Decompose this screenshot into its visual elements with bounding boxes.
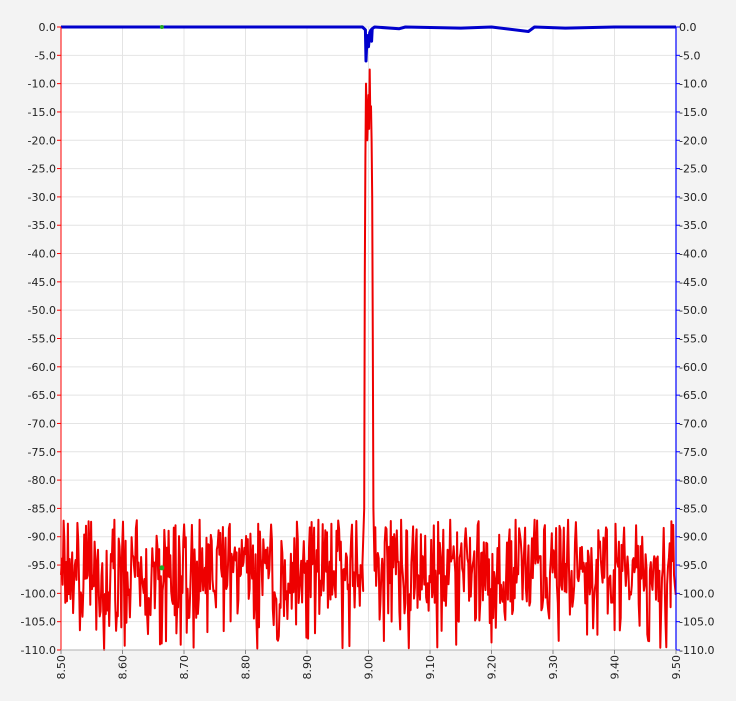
left-tick-label: -55.0	[28, 333, 56, 346]
x-tick-label: 9.10	[424, 655, 437, 680]
left-tick-label: -10.0	[28, 78, 56, 91]
left-tick-label: -95.0	[28, 559, 56, 572]
x-tick-label: 9.50	[670, 655, 683, 680]
right-tick-label: -80.0	[679, 474, 707, 487]
right-tick-label: -35.0	[679, 219, 707, 232]
right-tick-label: -15.0	[679, 106, 707, 119]
left-tick-label: -60.0	[28, 361, 56, 374]
left-tick-label: -70.0	[28, 417, 56, 430]
left-tick-label: 0.0	[39, 21, 57, 34]
right-tick-label: -55.0	[679, 333, 707, 346]
left-tick-label: -80.0	[28, 474, 56, 487]
x-tick-label: 8.70	[178, 655, 191, 680]
right-tick-label: -50.0	[679, 304, 707, 317]
data-marker	[159, 565, 165, 571]
left-tick-label: -110.0	[21, 644, 56, 657]
left-tick-label: -30.0	[28, 191, 56, 204]
right-tick-label: -10.0	[679, 78, 707, 91]
left-tick-label: -15.0	[28, 106, 56, 119]
left-tick-label: -20.0	[28, 134, 56, 147]
left-tick-label: -40.0	[28, 248, 56, 261]
right-tick-label: -70.0	[679, 417, 707, 430]
right-tick-label: -105.0	[679, 616, 714, 629]
left-tick-label: -85.0	[28, 502, 56, 515]
x-tick-label: 8.50	[55, 655, 68, 680]
right-tick-label: -40.0	[679, 248, 707, 261]
right-tick-label: -65.0	[679, 389, 707, 402]
right-tick-label: 0.0	[679, 21, 697, 34]
right-tick-label: -20.0	[679, 134, 707, 147]
data-marker-top	[159, 25, 164, 29]
left-tick-label: -75.0	[28, 446, 56, 459]
tick-labels: 0.0 -5.0 -10.0 -15.0 -20.0 -25.0 -30.0 -35.0 -40…	[21, 21, 715, 680]
left-tick-label: -25.0	[28, 163, 56, 176]
left-tick-label: -50.0	[28, 304, 56, 317]
right-tick-label: -60.0	[679, 361, 707, 374]
blue-series-line	[61, 25, 676, 63]
left-tick-label: -90.0	[28, 531, 56, 544]
right-tick-label: -75.0	[679, 446, 707, 459]
right-tick-label: -30.0	[679, 191, 707, 204]
right-tick-label: -5.0	[679, 49, 700, 62]
right-tick-label: -100.0	[679, 587, 714, 600]
x-tick-label: 9.20	[486, 655, 499, 680]
x-tick-label: 8.60	[117, 655, 130, 680]
right-tick-label: -110.0	[679, 644, 714, 657]
x-tick-label: 8.80	[240, 655, 253, 680]
right-tick-label: -95.0	[679, 559, 707, 572]
axes	[57, 26, 680, 654]
left-tick-label: -35.0	[28, 219, 56, 232]
x-tick-label: 9.40	[609, 655, 622, 680]
series-layer	[60, 25, 677, 651]
left-tick-label: -100.0	[21, 587, 56, 600]
right-tick-label: -90.0	[679, 531, 707, 544]
left-tick-label: -45.0	[28, 276, 56, 289]
right-tick-label: -85.0	[679, 502, 707, 515]
red-series-line	[60, 68, 677, 651]
x-tick-label: 9.00	[363, 655, 376, 680]
x-tick-label: 8.90	[301, 655, 314, 680]
right-tick-label: -45.0	[679, 276, 707, 289]
right-tick-label: -25.0	[679, 163, 707, 176]
left-tick-label: -65.0	[28, 389, 56, 402]
x-tick-label: 9.30	[547, 655, 560, 680]
left-tick-label: -105.0	[21, 616, 56, 629]
left-tick-label: -5.0	[35, 49, 56, 62]
